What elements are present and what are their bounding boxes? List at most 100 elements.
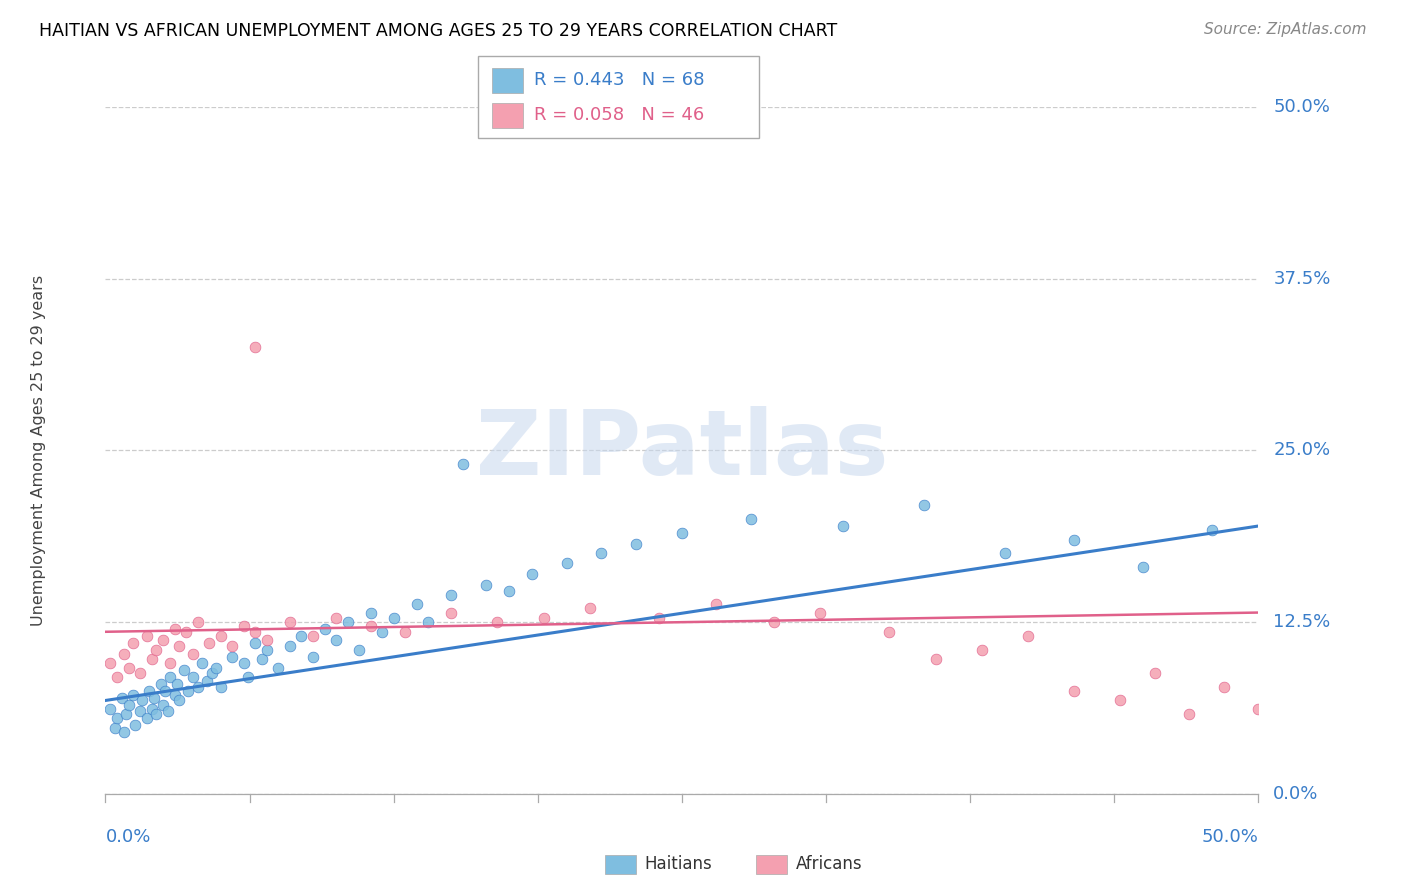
Point	[336, 615, 359, 630]
Point	[98, 702, 121, 716]
Point	[152, 633, 174, 648]
Point	[1212, 680, 1234, 694]
Point	[325, 633, 347, 648]
Point	[110, 690, 132, 705]
Point	[256, 642, 278, 657]
Text: 50.0%: 50.0%	[1202, 828, 1258, 847]
Point	[198, 636, 221, 650]
Point	[174, 624, 197, 639]
Point	[648, 611, 671, 625]
Text: 12.5%: 12.5%	[1274, 613, 1330, 632]
Text: Africans: Africans	[796, 855, 862, 873]
Point	[124, 718, 146, 732]
Point	[347, 642, 370, 657]
Point	[1063, 683, 1085, 698]
Point	[520, 567, 543, 582]
Point	[578, 601, 600, 615]
Point	[141, 652, 163, 666]
Point	[159, 670, 181, 684]
Point	[173, 663, 195, 677]
Point	[1247, 702, 1270, 716]
Point	[112, 647, 135, 661]
Point	[232, 619, 254, 633]
Point	[475, 578, 498, 592]
Point	[486, 615, 509, 630]
Point	[117, 698, 139, 712]
Point	[152, 698, 174, 712]
Point	[145, 707, 167, 722]
Point	[131, 693, 153, 707]
Text: Haitians: Haitians	[644, 855, 711, 873]
Point	[440, 606, 463, 620]
Point	[290, 629, 312, 643]
Point	[924, 652, 946, 666]
Text: Unemployment Among Ages 25 to 29 years: Unemployment Among Ages 25 to 29 years	[31, 275, 46, 626]
Point	[187, 615, 209, 630]
Point	[105, 670, 128, 684]
Text: R = 0.443   N = 68: R = 0.443 N = 68	[534, 71, 704, 89]
Point	[155, 683, 177, 698]
Point	[302, 629, 325, 643]
Point	[221, 639, 243, 653]
Point	[418, 615, 440, 630]
Point	[209, 629, 232, 643]
Point	[177, 683, 200, 698]
Point	[256, 633, 278, 648]
Point	[1063, 533, 1085, 547]
Point	[245, 624, 267, 639]
Point	[136, 711, 159, 725]
Text: Source: ZipAtlas.com: Source: ZipAtlas.com	[1204, 22, 1367, 37]
Point	[1017, 629, 1039, 643]
Point	[740, 512, 762, 526]
Point	[360, 619, 382, 633]
Point	[591, 546, 613, 561]
Point	[278, 639, 301, 653]
Point	[142, 690, 165, 705]
Point	[115, 707, 138, 722]
Point	[325, 611, 347, 625]
Point	[181, 670, 204, 684]
Point	[879, 624, 901, 639]
Point	[245, 340, 267, 354]
Point	[238, 670, 260, 684]
Text: 25.0%: 25.0%	[1274, 442, 1330, 459]
Point	[98, 657, 121, 671]
Point	[533, 611, 555, 625]
Point	[1201, 523, 1223, 537]
Point	[163, 622, 186, 636]
Point	[405, 597, 427, 611]
Point	[1143, 665, 1166, 680]
Point	[209, 680, 232, 694]
Text: ZIPatlas: ZIPatlas	[475, 407, 889, 494]
Point	[382, 611, 405, 625]
Point	[159, 657, 181, 671]
Point	[994, 546, 1017, 561]
Point	[166, 677, 188, 691]
Point	[156, 705, 179, 719]
Text: HAITIAN VS AFRICAN UNEMPLOYMENT AMONG AGES 25 TO 29 YEARS CORRELATION CHART: HAITIAN VS AFRICAN UNEMPLOYMENT AMONG AG…	[39, 22, 838, 40]
Point	[252, 652, 274, 666]
Point	[394, 624, 416, 639]
Point	[278, 615, 301, 630]
Point	[167, 693, 190, 707]
Point	[129, 705, 152, 719]
Point	[205, 660, 228, 674]
Point	[129, 665, 152, 680]
Text: 0.0%: 0.0%	[105, 828, 150, 847]
Point	[267, 660, 290, 674]
Point	[671, 525, 693, 540]
Point	[360, 606, 382, 620]
Point	[624, 537, 647, 551]
Text: 50.0%: 50.0%	[1274, 98, 1330, 116]
Point	[808, 606, 831, 620]
Point	[122, 688, 145, 702]
Point	[970, 642, 993, 657]
Point	[112, 725, 135, 739]
Point	[440, 588, 463, 602]
Point	[163, 688, 186, 702]
Point	[832, 519, 855, 533]
Point	[498, 583, 520, 598]
Point	[149, 677, 172, 691]
Point	[191, 657, 214, 671]
Point	[167, 639, 190, 653]
